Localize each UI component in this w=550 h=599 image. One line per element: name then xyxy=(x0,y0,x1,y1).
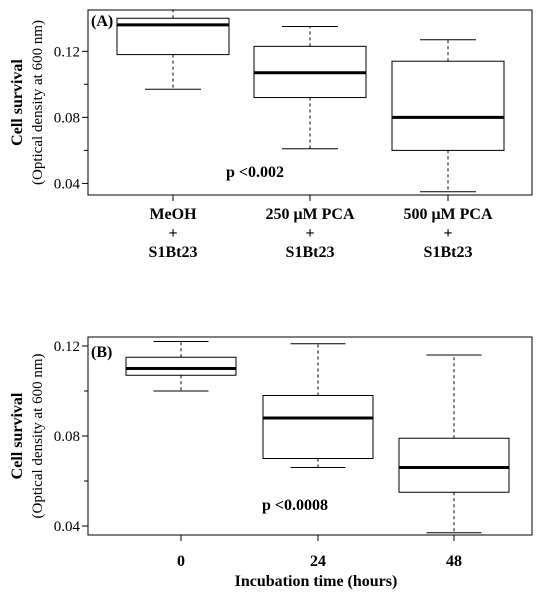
y-axis-label: Cell survival xyxy=(9,59,26,146)
panel-label: (A) xyxy=(91,13,113,30)
panel-label: (B) xyxy=(91,344,112,361)
x-category-label: MeOH xyxy=(149,206,197,223)
y-tick-label: 0.08 xyxy=(54,110,80,126)
x-category-label: S1Bt23 xyxy=(286,244,335,261)
box-3 xyxy=(391,39,505,193)
x-category-label: + xyxy=(168,225,177,242)
y-axis-label-unit: (Optical density at 600 nm) xyxy=(30,20,46,185)
y-tick-label: 0.04 xyxy=(54,519,81,535)
p-value-annotation: p <0.0008 xyxy=(262,497,328,514)
iqr-box xyxy=(262,395,374,459)
box-3 xyxy=(398,354,510,534)
y-tick-label: 0.12 xyxy=(54,44,80,60)
y-tick-label: 0.04 xyxy=(54,176,81,192)
y-tick-label: 0.08 xyxy=(54,429,80,445)
box-1 xyxy=(116,9,230,90)
iqr-box xyxy=(391,60,505,151)
y-tick-label: 0.12 xyxy=(54,339,80,355)
box-1 xyxy=(125,341,237,392)
x-category-label: + xyxy=(443,225,452,242)
x-category-label: 24 xyxy=(310,553,326,570)
iqr-box xyxy=(398,437,510,493)
p-value-annotation: p <0.002 xyxy=(226,164,284,181)
x-category-label: S1Bt23 xyxy=(424,244,473,261)
panel-a: 0.04 0.08 0.12 Cell survival (Optical densit… xyxy=(9,9,533,261)
x-category-label: 250 μM PCA xyxy=(265,206,355,223)
x-axis-label: Incubation time (hours) xyxy=(235,573,398,590)
x-category-label: 500 μM PCA xyxy=(403,206,493,223)
x-category-label: 0 xyxy=(177,553,185,570)
box-2 xyxy=(262,343,374,468)
x-category-label: 48 xyxy=(446,553,462,570)
box-2 xyxy=(253,26,367,150)
x-category-label: S1Bt23 xyxy=(149,244,198,261)
iqr-box xyxy=(125,356,237,376)
x-category-label: + xyxy=(305,225,314,242)
panel-b: 0.04 0.08 0.12 Cell survival (Optical densit… xyxy=(9,336,533,590)
y-axis-label: Cell survival xyxy=(9,392,26,479)
y-axis-label-unit: (Optical density at 600 nm) xyxy=(30,354,46,519)
